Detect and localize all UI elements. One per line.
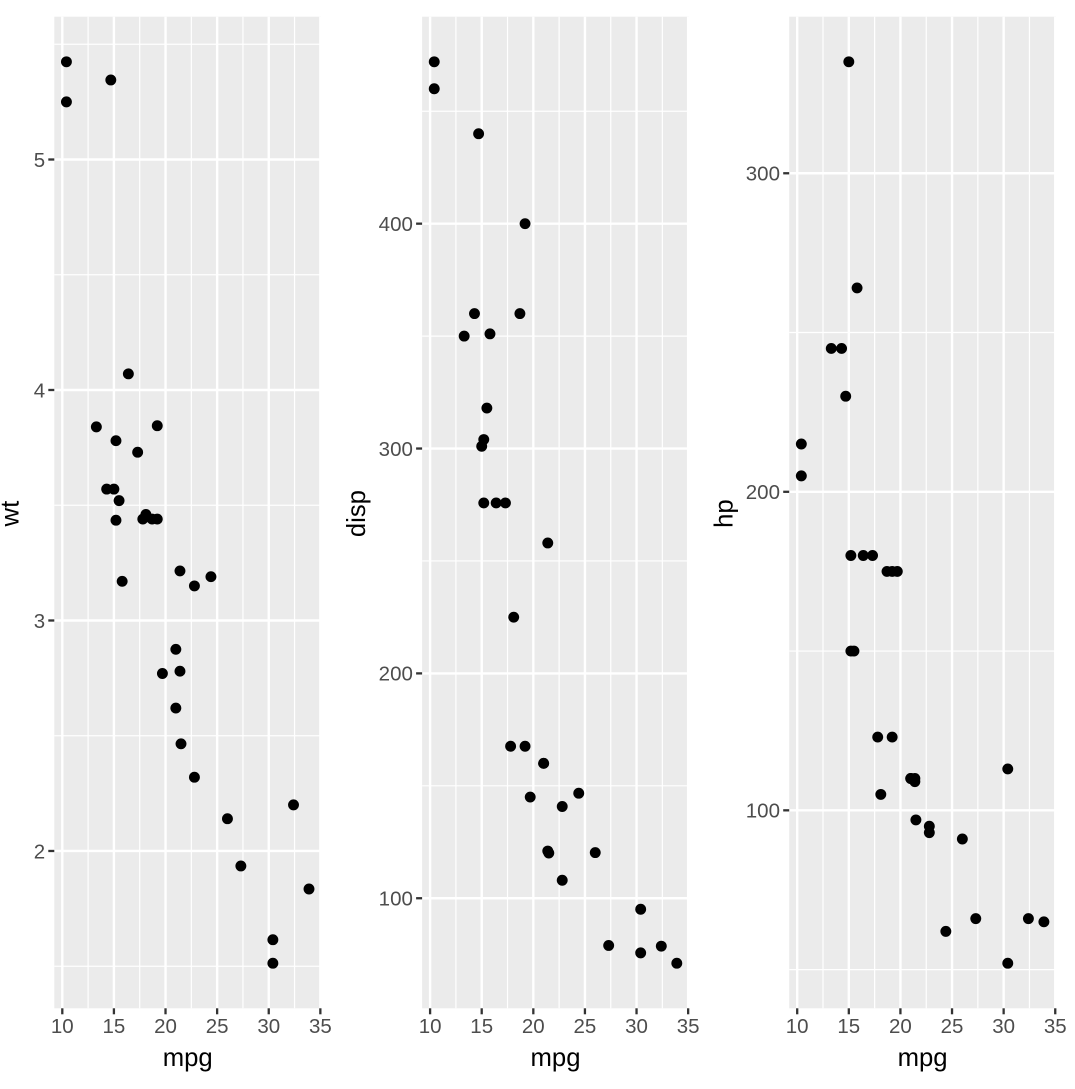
svg-text:3: 3 [34, 610, 45, 633]
svg-text:wt: wt [0, 501, 25, 528]
svg-text:10: 10 [786, 1015, 809, 1038]
svg-text:200: 200 [379, 663, 413, 686]
svg-text:15: 15 [103, 1015, 126, 1038]
svg-text:15: 15 [470, 1015, 493, 1038]
svg-text:30: 30 [992, 1015, 1015, 1038]
svg-text:10: 10 [51, 1015, 74, 1038]
svg-text:400: 400 [379, 213, 413, 236]
svg-text:hp: hp [710, 499, 738, 528]
svg-text:25: 25 [941, 1015, 964, 1038]
svg-text:mpg: mpg [898, 1044, 948, 1072]
svg-text:300: 300 [379, 438, 413, 461]
svg-text:25: 25 [574, 1015, 597, 1038]
svg-text:disp: disp [343, 490, 371, 537]
svg-text:20: 20 [889, 1015, 912, 1038]
svg-text:30: 30 [257, 1015, 280, 1038]
svg-text:20: 20 [154, 1015, 177, 1038]
svg-text:mpg: mpg [163, 1044, 213, 1072]
svg-text:35: 35 [309, 1015, 332, 1038]
svg-text:5: 5 [34, 149, 45, 172]
svg-text:200: 200 [746, 481, 780, 504]
svg-text:20: 20 [522, 1015, 545, 1038]
svg-text:15: 15 [837, 1015, 860, 1038]
svg-text:2: 2 [34, 840, 45, 863]
svg-text:35: 35 [1044, 1015, 1067, 1038]
svg-text:4: 4 [34, 379, 45, 402]
svg-text:mpg: mpg [531, 1044, 581, 1072]
svg-text:100: 100 [379, 888, 413, 911]
svg-text:300: 300 [746, 163, 780, 186]
svg-text:100: 100 [746, 800, 780, 823]
svg-text:35: 35 [677, 1015, 700, 1038]
svg-text:30: 30 [625, 1015, 648, 1038]
svg-text:10: 10 [419, 1015, 442, 1038]
svg-text:25: 25 [206, 1015, 229, 1038]
